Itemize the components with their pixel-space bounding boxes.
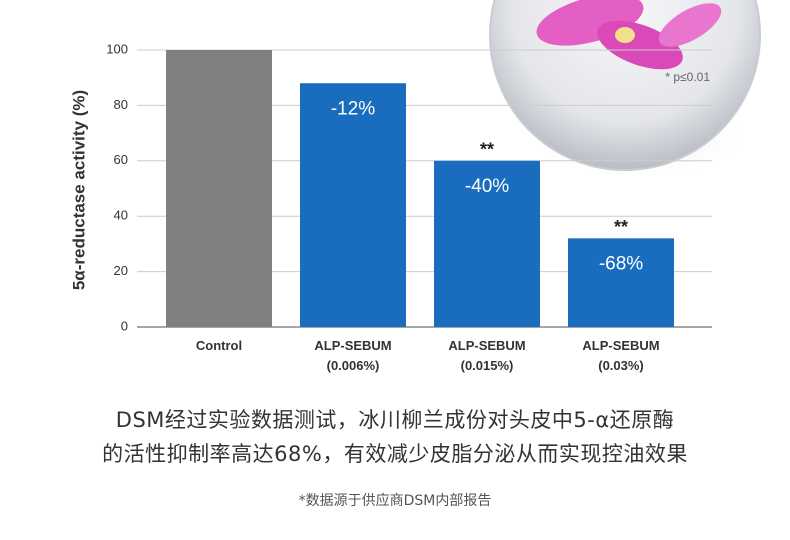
bar [300,83,406,328]
x-tick-label: ALP-SEBUM (0.006%) [314,338,392,373]
y-tick-label: 40 [114,208,128,223]
y-tick-label: 100 [106,41,128,56]
bar-label: -40% [465,176,509,197]
caption-line: 的活性抑制率高达68%，有效减少皮脂分泌从而实现控油效果 [102,442,688,466]
y-axis-title: 5α-reductase activity (%) [69,90,88,290]
bar-label: -68% [599,253,643,274]
bar [434,160,540,327]
significance-label: ** [614,217,628,237]
decorative-sphere [489,0,761,180]
source-note: *数据源于供应商DSM内部报告 [298,493,492,509]
significance-label: ** [480,140,494,160]
x-tick-label: ALP-SEBUM (0.03%) [582,338,660,373]
bar [568,238,674,327]
caption-line: DSM经过实验数据测试，冰川柳兰成份对头皮中5-α还原酶 [115,408,675,432]
bar-label: -12% [331,98,375,119]
footnote: * p≤0.01 [665,70,710,84]
x-tick-label: ALP-SEBUM (0.015%) [448,338,526,373]
y-tick-label: 80 [114,97,128,112]
y-tick-label: 60 [114,152,128,167]
x-tick-label: Control [195,338,243,353]
y-tick-label: 0 [121,318,128,333]
bar [166,50,272,327]
y-tick-label: 20 [114,263,128,278]
